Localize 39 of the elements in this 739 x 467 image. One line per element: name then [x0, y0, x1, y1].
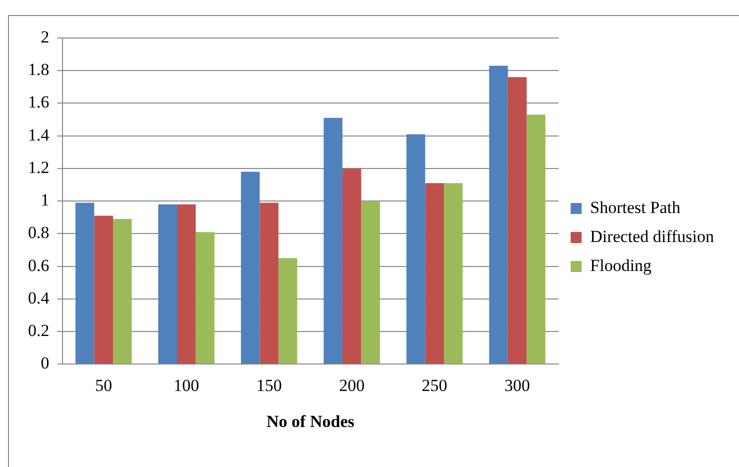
y-tick-label: 0 — [40, 354, 50, 373]
x-tick-label: 150 — [256, 376, 282, 395]
legend-label: Shortest Path — [590, 198, 681, 217]
y-tick-label: 1.4 — [28, 125, 50, 144]
y-tick-label: 1.8 — [28, 60, 50, 80]
legend-label: Flooding — [590, 256, 652, 275]
y-tick-label: 2 — [40, 27, 50, 46]
y-tick-label: 0.4 — [28, 288, 50, 308]
bar — [260, 202, 278, 364]
x-tick-label: 300 — [504, 376, 530, 395]
y-tick-label: 1.2 — [28, 158, 50, 177]
bar — [176, 204, 196, 364]
bar — [406, 134, 426, 364]
x-tick-label: 250 — [422, 376, 448, 395]
bar — [425, 183, 444, 364]
x-axis-title: No of Nodes — [266, 412, 355, 432]
bar — [278, 258, 298, 364]
bar — [444, 183, 463, 364]
bar — [75, 202, 94, 364]
y-tick-label: 0.8 — [28, 223, 50, 242]
bar — [526, 114, 546, 364]
y-tick-label: 1.6 — [28, 92, 50, 112]
x-tick-label: 50 — [95, 376, 112, 395]
y-tick-label: 0.2 — [28, 321, 50, 340]
y-tick-label: 0.6 — [28, 256, 50, 275]
x-tick-label: 200 — [339, 376, 365, 395]
x-tick-label: 100 — [174, 376, 200, 395]
bar — [508, 77, 527, 364]
bar — [361, 201, 380, 364]
legend-label: Directed diffusion — [590, 226, 714, 246]
y-tick-label: 1 — [40, 190, 50, 210]
bar — [112, 219, 132, 364]
bar — [94, 216, 113, 364]
bar — [489, 66, 508, 364]
bar — [342, 168, 362, 364]
bar — [240, 172, 260, 364]
bar — [324, 118, 342, 364]
bar — [158, 204, 177, 364]
bar — [196, 232, 214, 364]
